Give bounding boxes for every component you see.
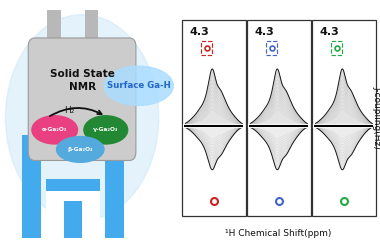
Ellipse shape [84,116,128,144]
FancyArrowPatch shape [50,108,101,116]
FancyBboxPatch shape [22,135,41,238]
Text: γ-Ga₂O₃: γ-Ga₂O₃ [93,127,119,132]
FancyBboxPatch shape [331,41,342,55]
Ellipse shape [104,66,173,105]
FancyBboxPatch shape [28,38,136,160]
FancyBboxPatch shape [312,20,376,216]
FancyBboxPatch shape [247,20,311,216]
Text: ¹H Chemical Shift(ppm): ¹H Chemical Shift(ppm) [225,230,331,238]
Text: Solid State
NMR: Solid State NMR [50,69,114,92]
Ellipse shape [32,116,78,144]
Text: β-Ga₂O₃: β-Ga₂O₃ [67,147,93,152]
Text: J-coupling(Hz): J-coupling(Hz) [372,86,380,149]
FancyBboxPatch shape [64,201,82,238]
FancyBboxPatch shape [46,184,100,238]
Ellipse shape [57,137,104,162]
Text: 4.3: 4.3 [255,27,274,37]
FancyBboxPatch shape [105,135,124,238]
Text: 4.3: 4.3 [320,27,340,37]
Text: 4.3: 4.3 [190,27,209,37]
Circle shape [5,15,159,220]
FancyBboxPatch shape [266,41,277,55]
FancyBboxPatch shape [46,179,100,191]
FancyBboxPatch shape [85,10,98,54]
Text: Surface Ga-H: Surface Ga-H [107,81,171,90]
FancyBboxPatch shape [201,41,212,55]
Text: α-Ga₂O₃: α-Ga₂O₃ [42,127,67,132]
FancyBboxPatch shape [182,20,246,216]
Text: H₂: H₂ [64,106,74,115]
FancyBboxPatch shape [48,10,61,54]
